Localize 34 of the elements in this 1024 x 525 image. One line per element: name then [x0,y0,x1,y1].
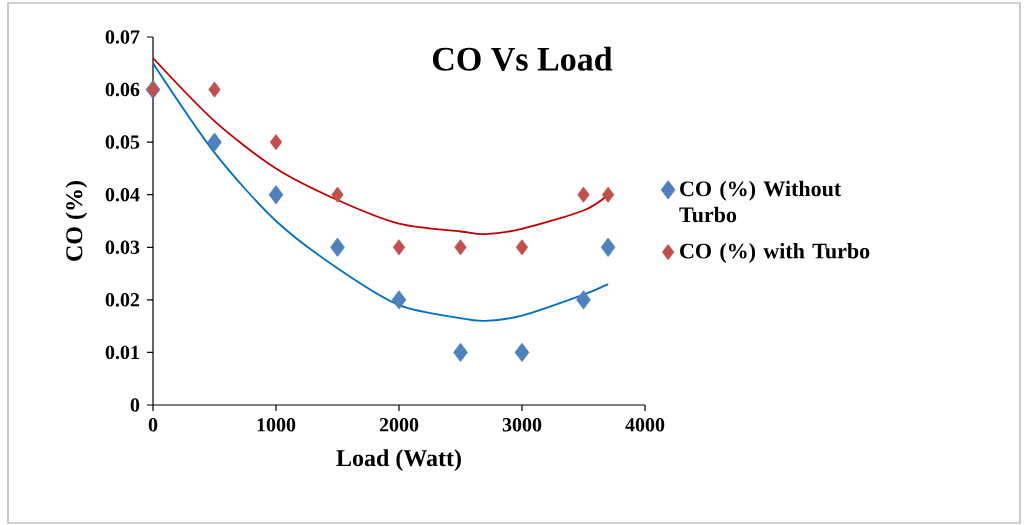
point [391,290,407,310]
point [207,132,222,152]
legend-label: CO (%) Without Turbo [679,180,842,223]
point [515,239,529,256]
point [268,185,284,205]
y-tick-label: 0.01 [105,345,139,360]
x-tick-label: 2000 [379,418,419,432]
point [453,342,468,363]
y-tick-label: 0.04 [105,187,140,202]
point [208,81,221,98]
point [601,186,615,203]
x-tick-label: 0 [148,418,158,432]
point [514,342,530,363]
point [576,290,591,310]
x-tick-label: 3000 [502,418,542,432]
x-axis-title: Load (Watt) [336,449,461,472]
legend-label: CO (%) with Turbo [680,243,870,263]
y-tick-label: 0 [130,398,140,412]
x-tick-label: 1000 [257,418,296,432]
point [392,239,406,256]
y-tick-label: 0.03 [105,240,140,255]
point [577,186,590,203]
x-tick-label: 4000 [625,418,665,432]
chart-title: CO Vs Load [432,46,613,71]
point [600,237,616,257]
y-tick-label: 0.07 [105,30,140,44]
y-tick-label: 0.02 [105,293,140,307]
y-tick-label: 0.05 [105,135,140,149]
y-tick-label: 0.06 [105,82,140,97]
point [269,134,283,151]
point [330,237,345,257]
point [331,186,344,203]
point [454,239,467,256]
y-axis-title: CO (%) [65,181,88,261]
